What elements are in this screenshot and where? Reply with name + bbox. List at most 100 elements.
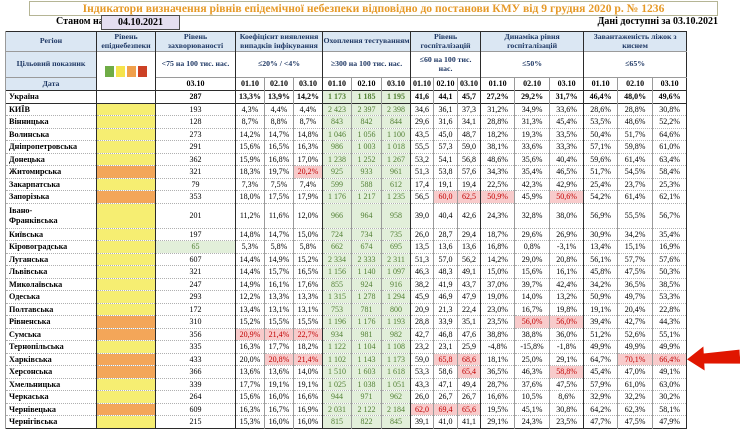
corner-region-header: Регіон xyxy=(5,31,97,52)
value-cell: 19,0% xyxy=(480,290,515,303)
value-cell: 62,3% xyxy=(617,402,653,416)
value-cell: 57,3 xyxy=(433,140,458,153)
date-header-cell: 01.10 xyxy=(410,77,434,91)
value-cell: 11,2% xyxy=(235,202,265,228)
value-cell: 47,7% xyxy=(583,415,618,428)
value-cell: 1 046 xyxy=(322,127,352,141)
region-name-cell: Кіровоградська xyxy=(5,240,97,253)
region-name-cell: Київська xyxy=(5,227,97,241)
legend-red-square-icon xyxy=(138,65,147,77)
value-cell: 15,1% xyxy=(617,240,653,253)
value-cell: 34,6 xyxy=(410,102,434,116)
value-cell: 11,6% xyxy=(264,202,294,228)
value-cell: -1,8% xyxy=(549,340,584,353)
value-cell: 4,4% xyxy=(264,102,294,116)
value-cell: 28,7% xyxy=(480,377,515,391)
value-cell: 22,7% xyxy=(292,327,323,341)
value-cell: 56,5 xyxy=(410,190,434,203)
value-cell: 193 xyxy=(155,102,236,116)
table-row: Черкаська 264 15,6% 16,0% 16,6% 944 971 962 26,0… xyxy=(5,390,687,403)
value-cell: 855 xyxy=(322,277,352,291)
value-cell: 35,1 xyxy=(457,315,481,328)
value-cell: 22,5% xyxy=(480,177,515,191)
value-cell: 13,5 xyxy=(410,240,434,253)
value-cell: 17,4 xyxy=(410,177,434,191)
value-cell: 662 xyxy=(322,240,352,253)
value-cell: 51,3 xyxy=(410,165,434,178)
value-cell: 1 618 xyxy=(381,365,411,378)
value-cell: 16,3% xyxy=(235,340,265,353)
value-cell: 52,2% xyxy=(652,115,687,128)
value-cell: 19,4 xyxy=(457,177,481,191)
date-header-cell: 02.10 xyxy=(514,77,550,91)
region-name-cell: Миколаївська xyxy=(5,277,97,291)
date-header-cell: 02.10 xyxy=(264,77,294,91)
value-cell: 30,2% xyxy=(652,390,687,403)
value-cell: 50,9% xyxy=(583,290,618,303)
table-row: Україна 287 13,3% 13,9% 14,2% 1 173 1 185 1 195… xyxy=(5,90,687,103)
value-cell: 61,4% xyxy=(617,190,653,203)
value-cell: 18,1% xyxy=(480,352,515,366)
value-cell: 17,0% xyxy=(292,152,323,166)
value-cell: 19,3% xyxy=(514,127,550,141)
value-cell: 0,8% xyxy=(514,240,550,253)
epidemic-level-cell xyxy=(96,290,156,303)
value-cell: 1 252 xyxy=(351,152,382,166)
epidemic-level-cell xyxy=(96,365,156,378)
value-cell: 57,0 xyxy=(433,252,458,266)
value-cell: 65 xyxy=(155,240,236,253)
value-cell: 1 193 xyxy=(381,315,411,328)
value-cell: 41,1 xyxy=(457,415,481,428)
value-cell: 38,1% xyxy=(480,140,515,153)
value-cell: 18,0% xyxy=(235,190,265,203)
value-cell: 366 xyxy=(155,365,236,378)
value-cell: 29,4 xyxy=(457,227,481,241)
value-cell: 844 xyxy=(381,115,411,128)
value-cell: 57,9% xyxy=(583,377,618,391)
epidemic-level-cell xyxy=(96,302,156,316)
value-cell: 64,2% xyxy=(583,402,618,416)
value-cell: 1 100 xyxy=(381,127,411,141)
value-cell: 19,1 xyxy=(433,177,458,191)
value-cell: 353 xyxy=(155,190,236,203)
epidemic-level-cell xyxy=(96,327,156,341)
column-group-header: Динаміка рівня госпіталізацій xyxy=(480,31,584,52)
date-header-cell: 03.10 xyxy=(652,77,687,91)
value-cell: 172 xyxy=(155,302,236,316)
region-name-cell: Луганська xyxy=(5,252,97,266)
epidemic-level-cell xyxy=(96,127,156,141)
value-cell: 964 xyxy=(351,202,382,228)
value-cell: 13,4% xyxy=(235,302,265,316)
threshold-cell: ≤50% xyxy=(480,51,584,78)
epidemic-level-cell xyxy=(96,140,156,153)
value-cell: 36,5% xyxy=(617,277,653,291)
value-cell: 30,8% xyxy=(652,102,687,116)
value-cell: 21,4% xyxy=(292,352,323,366)
value-cell: 64,6% xyxy=(652,127,687,141)
value-cell: 36,1 xyxy=(433,102,458,116)
value-cell: 41,6 xyxy=(410,90,434,103)
value-cell: 18,7% xyxy=(480,227,515,241)
page-title: Індикатори визначення рівнів епідемічної… xyxy=(29,1,718,16)
value-cell: 20,4% xyxy=(617,302,653,316)
date-header-cell: 01.10 xyxy=(322,77,352,91)
value-cell: 47,5% xyxy=(617,265,653,278)
column-group-header: Завантаженість ліжок з киснем xyxy=(583,31,687,52)
value-cell: 1 108 xyxy=(381,340,411,353)
value-cell: 19,1% xyxy=(264,377,294,391)
value-cell: 321 xyxy=(155,265,236,278)
value-cell: 63,4% xyxy=(652,152,687,166)
value-cell: 15,9% xyxy=(235,152,265,166)
value-cell: 54,1 xyxy=(433,152,458,166)
value-cell: 53,8 xyxy=(433,165,458,178)
value-cell: 321 xyxy=(155,165,236,178)
value-cell: 31,3% xyxy=(514,115,550,128)
value-cell: 34,3% xyxy=(480,165,515,178)
value-cell: 47,9 xyxy=(457,290,481,303)
value-cell: 201 xyxy=(155,202,236,228)
value-cell: 36,0% xyxy=(549,327,584,341)
value-cell: 13,3% xyxy=(292,290,323,303)
value-cell: 16,7% xyxy=(264,402,294,416)
value-cell: 30,8% xyxy=(549,402,584,416)
epidemic-level-cell xyxy=(96,415,156,428)
